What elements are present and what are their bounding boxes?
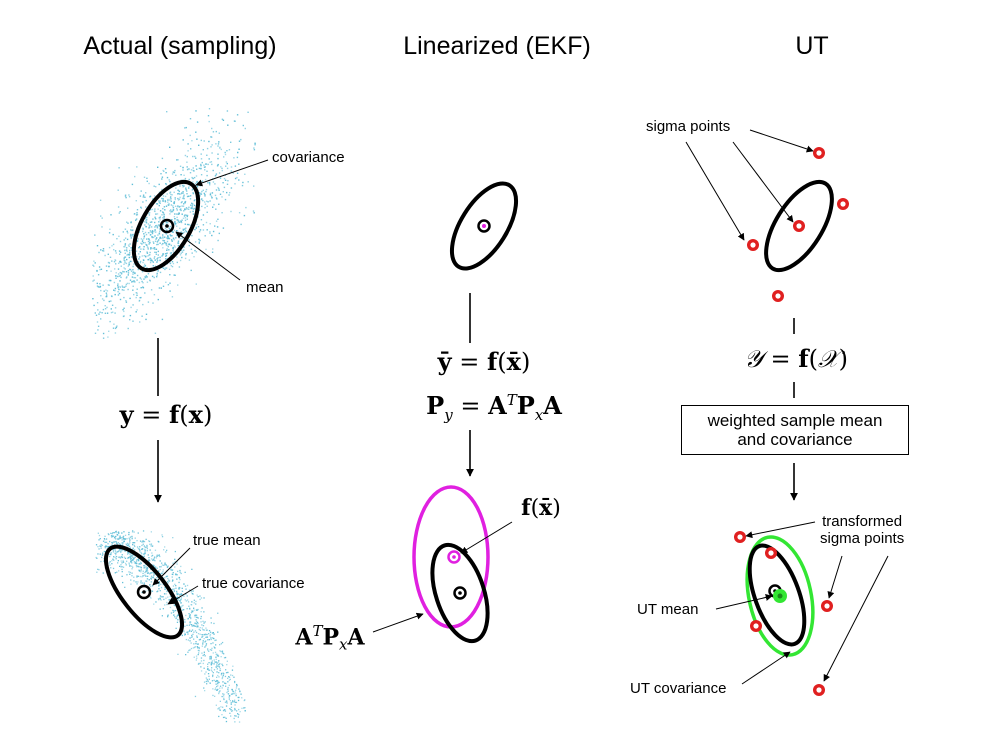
ekf-mean-equation: ȳ = f(x̄) <box>437 347 531 376</box>
transformed-sigma-points-label: transformed sigma points <box>820 513 905 547</box>
ekf-covariance-equation: Py = ATPxA <box>426 391 562 424</box>
true-mean-label: true mean <box>193 532 261 549</box>
transformed-line-2: sigma points <box>820 529 905 547</box>
ekf-true-covariance-ellipse <box>430 542 490 644</box>
sigma-points-label: sigma points <box>646 118 731 135</box>
transformed-sigma-point <box>734 531 746 543</box>
ut-covariance-label: UT covariance <box>630 680 727 697</box>
transformed-sigma-points-arrow <box>823 555 889 682</box>
transformed-sigma-point <box>813 684 825 696</box>
sigma-point <box>793 220 805 232</box>
mean-label: mean <box>246 279 284 296</box>
sigma-points-arrow <box>732 141 794 223</box>
transformed-sigma-point <box>765 547 777 559</box>
true-covariance-label: true covariance <box>202 575 305 592</box>
ekf-linearized-covariance-ellipse <box>412 485 490 629</box>
sigma-points-arrow <box>749 129 814 153</box>
ekf-prior-mean-marker <box>477 219 491 233</box>
ekf-fx-label: f(x̄) <box>521 495 561 521</box>
sigma-point <box>813 147 825 159</box>
title-ut: UT <box>795 32 829 60</box>
title-linearized-ekf: Linearized (EKF) <box>403 32 591 60</box>
atpa-arrow <box>372 612 424 633</box>
ut-mean-marker <box>773 589 787 603</box>
ekf-fx-marker <box>447 550 461 564</box>
ut-prior-covariance-ellipse <box>764 179 834 273</box>
ut-covariance-ellipse <box>745 535 815 657</box>
sigma-point <box>772 290 784 302</box>
sigma-point <box>747 239 759 251</box>
transformed-line-1: transformed <box>822 513 903 530</box>
prior-mean-marker <box>159 218 175 234</box>
ekf-atpa-label: ATPxA <box>295 622 365 654</box>
fx-arrow <box>460 521 513 554</box>
covariance-arrow <box>195 159 269 187</box>
weighted-sample-mean-box: weighted sample mean and covariance <box>681 405 909 455</box>
sigma-points-arrow <box>685 141 745 241</box>
transformed-sigma-points-arrow <box>745 521 816 539</box>
true-covariance-arrow <box>167 585 199 605</box>
covariance-label: covariance <box>272 149 345 166</box>
ut-true-covariance-ellipse <box>747 543 807 647</box>
ekf-prior-covariance-ellipse <box>449 181 519 271</box>
transformed-sigma-point <box>821 600 833 612</box>
transformed-sigma-points-arrow <box>827 555 843 599</box>
ut-transform-equation: 𝒴 = f(𝒳) <box>744 344 848 373</box>
title-actual-sampling: Actual (sampling) <box>83 32 277 60</box>
transformed-sigma-point <box>750 620 762 632</box>
box-line-2: and covariance <box>737 430 853 449</box>
box-line-1: weighted sample mean <box>707 411 883 430</box>
ut-mean-label: UT mean <box>637 601 699 618</box>
transformed-sample-cloud <box>95 530 246 723</box>
ekf-true-mean-marker <box>453 586 467 600</box>
true-mean-arrow <box>152 547 191 586</box>
sampling-transform-equation: y = f(x) <box>119 400 213 429</box>
true-mean-marker <box>136 584 152 600</box>
prior-covariance-ellipse <box>131 179 201 273</box>
true-covariance-ellipse <box>103 544 185 640</box>
ut-mean-arrow <box>715 594 773 610</box>
prior-sample-cloud <box>92 108 256 339</box>
ut-covariance-arrow <box>741 651 791 685</box>
sigma-point <box>837 198 849 210</box>
mean-arrow <box>175 231 241 281</box>
